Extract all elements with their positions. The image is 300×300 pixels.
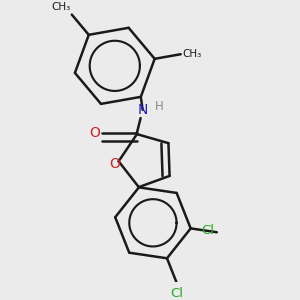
Text: Cl: Cl bbox=[201, 224, 214, 237]
Text: O: O bbox=[89, 126, 100, 140]
Text: H: H bbox=[154, 100, 163, 113]
Text: CH₃: CH₃ bbox=[51, 2, 70, 12]
Text: O: O bbox=[110, 157, 121, 171]
Text: N: N bbox=[137, 103, 148, 117]
Text: CH₃: CH₃ bbox=[182, 49, 201, 59]
Text: Cl: Cl bbox=[170, 287, 183, 300]
